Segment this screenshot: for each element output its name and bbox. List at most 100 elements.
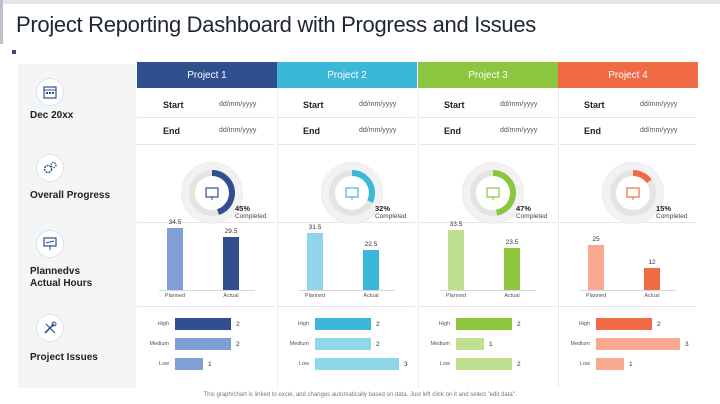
issue-level-label: Medium xyxy=(430,341,450,347)
issue-value: 2 xyxy=(376,321,380,328)
planned-axis-label: Planned xyxy=(164,293,186,299)
completed-label: Completed xyxy=(656,213,688,220)
planned-value: 33.5 xyxy=(449,220,463,228)
top-border xyxy=(0,0,720,4)
project-column-1: Project 1 Start dd/mm/yyyy End dd/mm/yyyy 45%… xyxy=(137,62,277,370)
planned-bar xyxy=(588,245,604,290)
donut-progress-arc xyxy=(610,170,656,216)
progress-percent: 47% xyxy=(516,204,532,213)
row-divider xyxy=(277,144,415,145)
planned-axis-label: Planned xyxy=(445,293,467,299)
accent-square xyxy=(12,50,16,54)
actual-bar xyxy=(223,236,239,290)
end-row: End dd/mm/yyyy xyxy=(418,120,556,144)
actual-axis-label: Actual xyxy=(644,293,660,299)
issue-level-label: High xyxy=(297,321,309,327)
planned-value: 25 xyxy=(592,236,600,243)
issue-value: 2 xyxy=(376,341,380,348)
actual-value: 22.5 xyxy=(364,240,378,248)
end-row: End dd/mm/yyyy xyxy=(277,120,415,144)
completed-label: Completed xyxy=(516,213,548,220)
row-divider xyxy=(277,117,415,118)
progress-donut xyxy=(321,162,383,224)
progress-donut xyxy=(602,162,664,224)
overall-progress-label: Overall Progress xyxy=(30,190,111,201)
issue-bar-low xyxy=(456,358,512,370)
start-label: Start xyxy=(584,100,605,110)
actual-bar xyxy=(504,247,520,290)
presentation-board-icon xyxy=(36,230,64,258)
project-column-3: Project 3 Start dd/mm/yyyy End dd/mm/yyyy 47%… xyxy=(418,62,558,370)
progress-percent: 15% xyxy=(656,204,672,213)
tools-icon xyxy=(36,314,64,342)
project-header: Project 2 xyxy=(277,62,417,88)
issue-bar-high xyxy=(315,318,371,330)
issue-level-label: Low xyxy=(439,361,450,367)
donut-progress-arc xyxy=(329,170,375,216)
page-title: Project Reporting Dashboard with Progres… xyxy=(16,12,537,37)
issue-level-label: Medium xyxy=(149,341,169,347)
start-row: Start dd/mm/yyyy xyxy=(277,94,415,118)
end-label: End xyxy=(303,126,320,136)
start-row: Start dd/mm/yyyy xyxy=(137,94,275,118)
issue-level-label: Low xyxy=(158,361,169,367)
issue-bar-medium xyxy=(596,338,680,350)
row-divider xyxy=(137,306,275,307)
donut-svg xyxy=(470,170,516,216)
actual-axis-label: Actual xyxy=(363,293,379,299)
date-value: dd/mm/yyyy xyxy=(359,101,397,108)
date-value: dd/mm/yyyy xyxy=(359,127,397,134)
issue-value: 2 xyxy=(517,321,521,328)
issue-value: 3 xyxy=(404,361,408,368)
issue-level-label: Low xyxy=(579,361,590,367)
row-divider xyxy=(277,306,415,307)
issue-value: 2 xyxy=(236,341,240,348)
hours-baseline xyxy=(440,290,536,291)
hours-baseline xyxy=(159,290,255,291)
issue-value: 3 xyxy=(685,341,689,348)
row-divider xyxy=(137,117,275,118)
actual-axis-label: Actual xyxy=(223,293,239,299)
actual-bar xyxy=(644,268,660,290)
row-label-column: Dec 20xx Overall Progress Plannedvs Actu… xyxy=(18,64,136,388)
footer-note: This graph/chart is linked to excel, and… xyxy=(203,392,517,398)
project-column-2: Project 2 Start dd/mm/yyyy End dd/mm/yyyy 32%… xyxy=(277,62,417,370)
gears-icon xyxy=(36,154,64,182)
end-label: End xyxy=(584,126,601,136)
issue-bar-low xyxy=(596,358,624,370)
row-divider xyxy=(418,117,556,118)
actual-axis-label: Actual xyxy=(504,293,520,299)
row-divider xyxy=(558,144,696,145)
left-accent-bar xyxy=(0,0,3,44)
actual-value: 29.5 xyxy=(224,227,238,235)
start-label: Start xyxy=(444,100,465,110)
issue-level-label: Medium xyxy=(570,341,590,347)
issue-value: 1 xyxy=(489,341,493,348)
donut-svg xyxy=(189,170,235,216)
hours-baseline xyxy=(580,290,676,291)
issue-level-label: High xyxy=(157,321,169,327)
start-label: Start xyxy=(303,100,324,110)
progress-donut xyxy=(181,162,243,224)
issue-level-label: Medium xyxy=(289,341,309,347)
actual-bar xyxy=(363,249,379,290)
date-value: dd/mm/yyyy xyxy=(640,101,678,108)
date-value: dd/mm/yyyy xyxy=(219,127,257,134)
planned-value: 34.5 xyxy=(168,218,182,226)
planned-bar xyxy=(448,229,464,290)
progress-percent: 32% xyxy=(375,204,391,213)
donut-progress-arc xyxy=(470,170,516,216)
issue-bar-medium xyxy=(175,338,231,350)
row-divider xyxy=(418,144,556,145)
project-header: Project 1 xyxy=(137,62,277,88)
row-divider xyxy=(418,306,556,307)
issue-level-label: High xyxy=(578,321,590,327)
issue-level-label: Low xyxy=(298,361,309,367)
planned-bar xyxy=(167,227,183,290)
row-divider xyxy=(137,144,275,145)
issue-bar-low xyxy=(315,358,399,370)
donut-progress-arc xyxy=(189,170,235,216)
hours-label-line-2: Actual Hours xyxy=(30,278,93,289)
issue-value: 2 xyxy=(657,321,661,328)
project-column-4: Project 4 Start dd/mm/yyyy End dd/mm/yyyy 15%… xyxy=(558,62,698,370)
